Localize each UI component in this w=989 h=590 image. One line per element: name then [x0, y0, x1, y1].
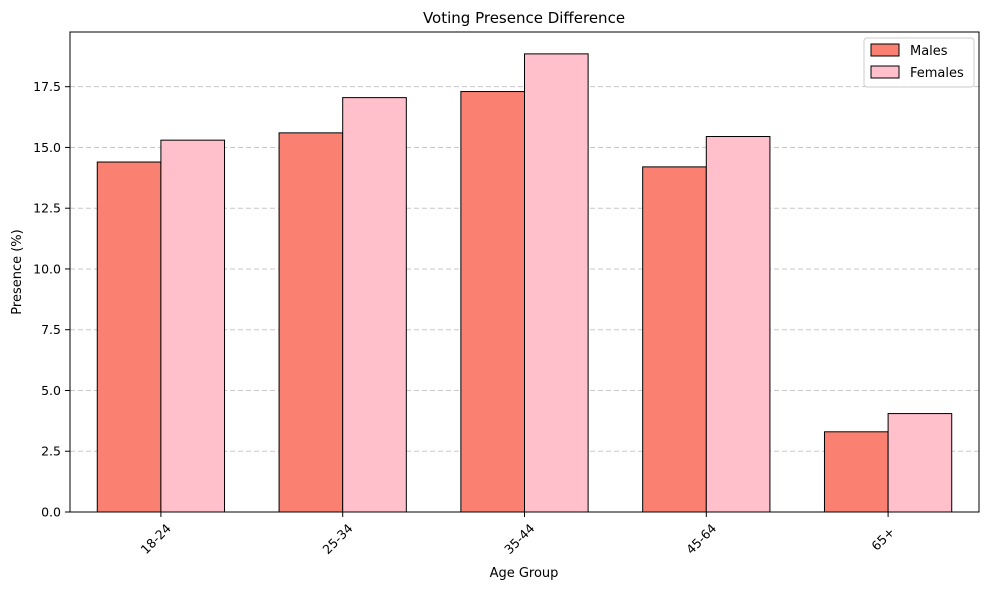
y-tick-label: 12.5 — [33, 201, 61, 216]
legend-label-males: Males — [910, 44, 948, 59]
y-tick-label: 0.0 — [41, 505, 61, 520]
x-tick-label-45-64: 45-64 — [683, 521, 719, 557]
legend: Males Females — [863, 37, 975, 88]
bars — [96, 53, 953, 513]
y-tick-label: 7.5 — [41, 322, 61, 337]
bar-females-18-24 — [160, 139, 226, 513]
x-tick-label-35-44: 35-44 — [501, 521, 537, 557]
bar-males-25-34 — [278, 132, 344, 513]
bar-females-35-44 — [524, 53, 589, 513]
y-tick-label: 17.5 — [33, 79, 61, 94]
bar-females-45-64 — [705, 136, 771, 513]
bar-males-45-64 — [642, 166, 707, 513]
x-axis-ticks: 18-24 25-34 35-44 45-64 65+ — [138, 512, 898, 557]
x-tick-label-18-24: 18-24 — [138, 521, 174, 557]
y-tick-label: 5.0 — [41, 383, 61, 398]
bar-males-65+ — [823, 431, 889, 513]
y-axis-ticks: 0.0 2.5 5.0 7.5 10.0 12.5 15.0 17.5 — [33, 79, 70, 520]
y-axis-label: Presence (%) — [10, 229, 25, 314]
legend-swatch-females — [870, 65, 900, 79]
legend-label-females: Females — [910, 66, 964, 81]
y-tick-label: 10.0 — [33, 261, 61, 276]
bar-females-65+ — [887, 413, 953, 513]
bar-males-18-24 — [96, 161, 162, 513]
chart-title: Voting Presence Difference — [423, 9, 625, 27]
y-tick-label: 2.5 — [41, 444, 61, 459]
plot-frame — [69, 31, 980, 513]
bar-males-35-44 — [460, 91, 525, 513]
x-tick-label-25-34: 25-34 — [319, 521, 355, 557]
bar-females-25-34 — [342, 97, 407, 513]
x-tick-label-65+: 65+ — [868, 524, 897, 553]
legend-swatch-males — [870, 43, 900, 57]
x-axis-label: Age Group — [490, 566, 559, 581]
y-tick-label: 15.0 — [33, 140, 61, 155]
